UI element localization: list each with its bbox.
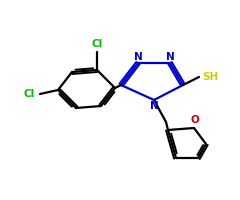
Text: N: N — [150, 101, 158, 111]
Text: O: O — [191, 115, 199, 125]
Text: N: N — [134, 52, 142, 62]
Text: N: N — [166, 52, 174, 62]
Text: SH: SH — [202, 72, 218, 82]
Text: Cl: Cl — [24, 89, 35, 99]
Text: Cl: Cl — [91, 39, 103, 49]
